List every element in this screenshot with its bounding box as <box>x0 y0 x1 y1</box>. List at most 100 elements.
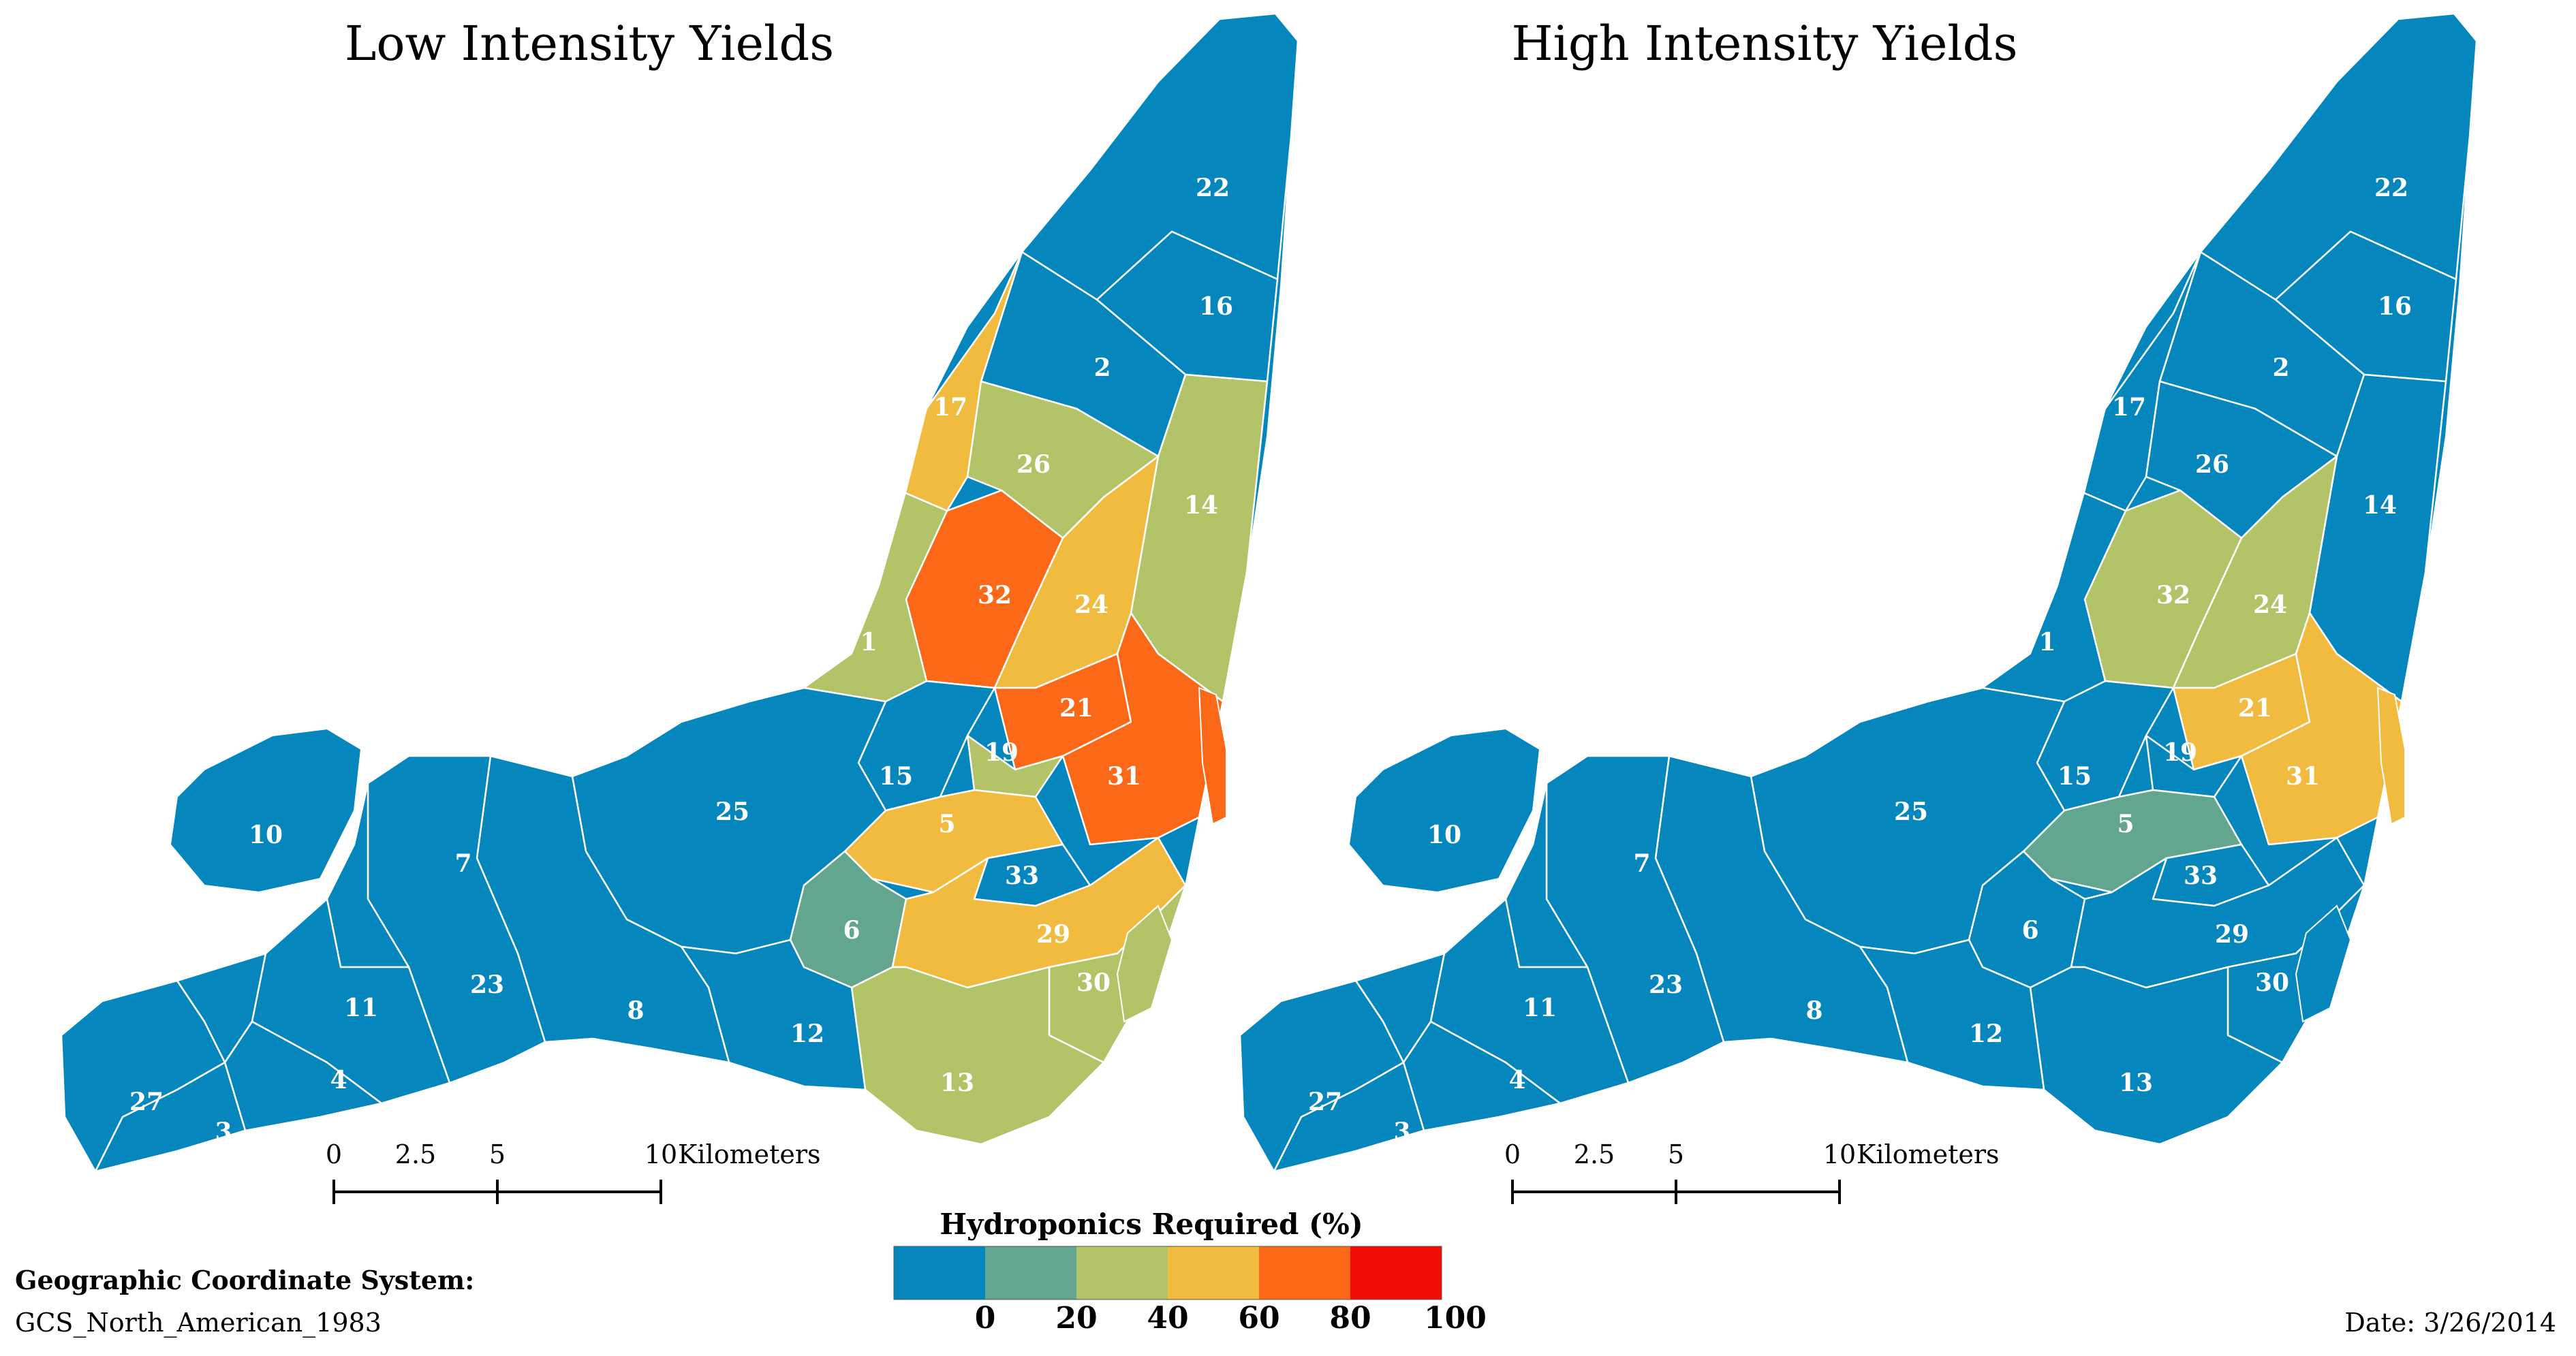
scale-tick: 5 <box>1668 1139 1684 1169</box>
district-label-24: 24 <box>1074 590 1108 619</box>
district-31 <box>2240 612 2403 846</box>
district-label-29: 29 <box>1036 920 1070 949</box>
legend-swatch <box>894 1246 985 1299</box>
district-label-8: 8 <box>627 996 644 1025</box>
island-31 <box>1198 687 1227 825</box>
district-label-13: 13 <box>940 1069 974 1097</box>
district-label-30: 30 <box>2255 968 2289 997</box>
district-label-17: 17 <box>2112 393 2146 422</box>
district-label-27: 27 <box>1308 1088 1342 1116</box>
legend-tick: 0 <box>975 1301 996 1336</box>
map-title: High Intensity Yields <box>1511 16 2017 72</box>
district-label-5: 5 <box>2117 810 2134 838</box>
district-label-11: 11 <box>1523 994 1557 1022</box>
district-19 <box>2145 734 2243 798</box>
legend-tick: 100 <box>1424 1301 1487 1336</box>
coordinate-system-value: GCS_North_American_1983 <box>15 1308 382 1338</box>
district-label-25: 25 <box>1894 798 1928 826</box>
scale-tick: 10 <box>1823 1139 1856 1169</box>
district-label-1: 1 <box>860 628 877 657</box>
district-label-20: 20 <box>1331 930 1365 958</box>
district-label-15: 15 <box>879 762 913 791</box>
island-30 <box>2295 904 2352 1023</box>
legend-title: Hydroponics Required (%) <box>940 1208 1363 1241</box>
district-label-19: 19 <box>984 738 1019 767</box>
scale-bar: 0 2.5 5 10 Kilometers <box>1504 1139 2000 1204</box>
district-label-32: 32 <box>978 581 1012 610</box>
district-label-15: 15 <box>2058 762 2092 791</box>
district-label-29: 29 <box>2215 920 2249 949</box>
district-label-23: 23 <box>1649 971 1683 999</box>
legend-tick: 80 <box>1329 1301 1371 1336</box>
district-label-12: 12 <box>1969 1020 2003 1048</box>
district-label-10: 10 <box>249 821 283 849</box>
legend-swatch <box>1259 1246 1350 1299</box>
district-label-25: 25 <box>715 798 749 826</box>
legend-swatch <box>985 1246 1076 1299</box>
district-10 <box>1348 727 1541 894</box>
scale-tick: 0 <box>1504 1139 1521 1169</box>
district-label-27: 27 <box>129 1088 164 1116</box>
district-label-23: 23 <box>470 971 504 999</box>
legend: Hydroponics Required (%) 0 20 40 60 80 100 <box>893 1208 1487 1336</box>
legend-tick: 60 <box>1238 1301 1279 1336</box>
scale-tick: 0 <box>326 1139 342 1169</box>
district-31 <box>1061 612 1224 846</box>
district-label-12: 12 <box>790 1020 824 1048</box>
scale-tick: 2.5 <box>395 1139 436 1169</box>
legend-swatch <box>1350 1246 1442 1299</box>
district-label-21: 21 <box>1059 694 1093 723</box>
district-label-21: 21 <box>2238 694 2272 723</box>
legend-tick: 20 <box>1055 1301 1097 1336</box>
district-label-14: 14 <box>2363 491 2397 520</box>
district-label-20: 20 <box>152 930 186 958</box>
island-30 <box>1116 904 1173 1023</box>
district-label-7: 7 <box>454 849 471 878</box>
district-label-13: 13 <box>2119 1069 2153 1097</box>
district-label-33: 33 <box>2184 862 2218 890</box>
district-label-6: 6 <box>843 916 860 945</box>
district-label-8: 8 <box>1805 996 1822 1025</box>
scale-unit: Kilometers <box>1857 1139 2000 1169</box>
district-label-22: 22 <box>1196 174 1230 202</box>
district-19 <box>966 734 1064 798</box>
district-label-24: 24 <box>2253 590 2287 619</box>
district-label-3: 3 <box>215 1118 232 1146</box>
district-label-14: 14 <box>1184 491 1218 520</box>
scale-unit: Kilometers <box>678 1139 821 1169</box>
district-label-16: 16 <box>2378 292 2412 321</box>
district-label-22: 22 <box>2374 174 2408 202</box>
district-label-11: 11 <box>344 994 378 1022</box>
coordinate-system-label: Geographic Coordinate System: <box>15 1265 474 1295</box>
district-label-26: 26 <box>1017 450 1051 479</box>
district-label-32: 32 <box>2156 581 2190 610</box>
scale-tick: 2.5 <box>1574 1139 1615 1169</box>
district-label-2: 2 <box>1093 353 1111 382</box>
district-label-5: 5 <box>938 810 955 838</box>
district-label-33: 33 <box>1005 862 1039 890</box>
legend-swatch <box>1168 1246 1259 1299</box>
legend-tick: 40 <box>1147 1301 1188 1336</box>
district-label-1: 1 <box>2038 628 2055 657</box>
map-title: Low Intensity Yields <box>345 16 834 72</box>
scale-bar: 0 2.5 5 10 Kilometers <box>326 1139 821 1204</box>
district-label-4: 4 <box>330 1066 347 1094</box>
district-label-16: 16 <box>1199 292 1233 321</box>
district-label-31: 31 <box>2286 762 2320 791</box>
district-label-4: 4 <box>1508 1066 1525 1094</box>
district-label-19: 19 <box>2163 738 2197 767</box>
district-label-7: 7 <box>1633 849 1650 878</box>
scale-bars: 0 2.5 5 10 Kilometers 0 2.5 5 10 Kilometers <box>326 1139 2000 1204</box>
district-label-3: 3 <box>1393 1118 1410 1146</box>
island-31 <box>2376 687 2406 825</box>
district-label-10: 10 <box>1427 821 1461 849</box>
map-date: Date: 3/26/2014 <box>2344 1308 2556 1338</box>
district-label-31: 31 <box>1107 762 1141 791</box>
district-label-2: 2 <box>2272 353 2289 382</box>
district-label-30: 30 <box>1076 968 1111 997</box>
scale-tick: 10 <box>645 1139 677 1169</box>
district-label-26: 26 <box>2195 450 2229 479</box>
